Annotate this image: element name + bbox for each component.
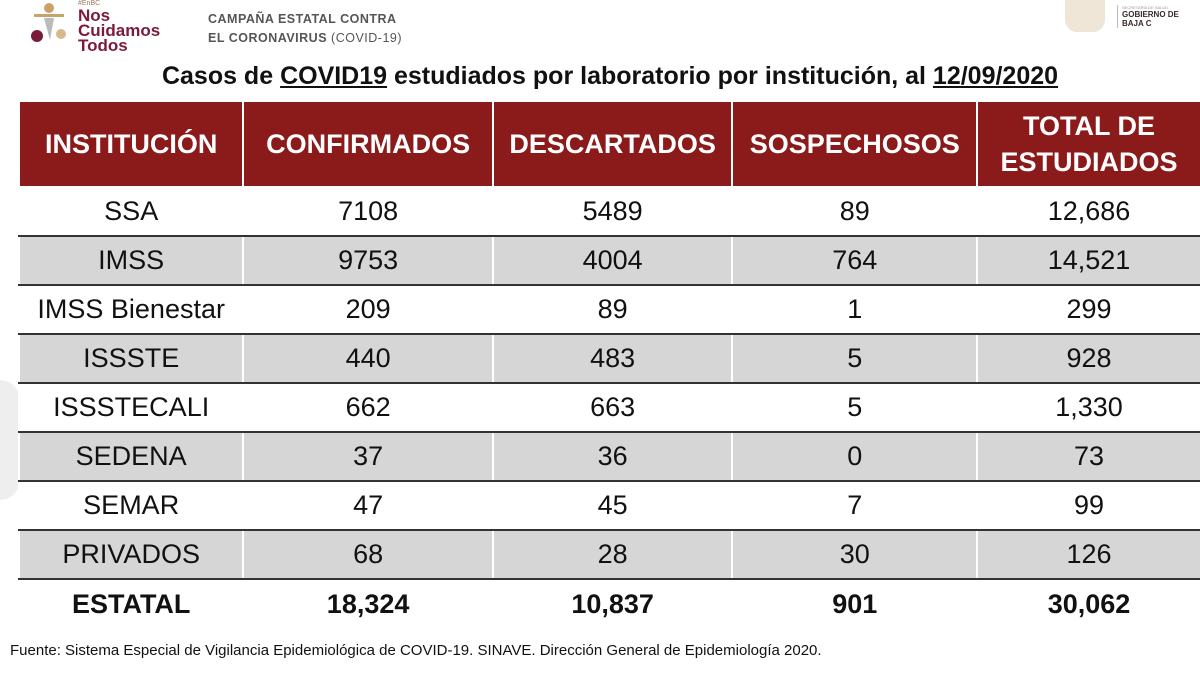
campaign-line1: CAMPAÑA ESTATAL CONTRA	[208, 12, 397, 26]
gov-name: GOBIERNO DE BAJA C	[1122, 10, 1179, 28]
table-cell: 68	[242, 529, 494, 580]
table-cell: 10,837	[491, 578, 734, 628]
table-cell: ISSSTE	[17, 333, 245, 384]
table-cell: 99	[976, 480, 1200, 531]
campaign-logo-icon	[31, 3, 66, 42]
table-cell: 209	[242, 284, 494, 335]
campaign-line2: EL CORONAVIRUS	[208, 31, 328, 45]
table-cell: 1	[731, 284, 979, 335]
table-cell: SEDENA	[17, 431, 245, 482]
title-mid: estudiados por laboratorio por instituci…	[387, 62, 933, 90]
government-logo: SECRETARÍA DE SALUD GOBIERNO DE BAJA C	[1117, 5, 1200, 28]
table-cell: 126	[976, 529, 1200, 580]
decorative-shape	[0, 380, 20, 500]
table-cell: 89	[731, 186, 979, 237]
title-covid: COVID19	[280, 62, 388, 90]
total-row: ESTATAL 18,324 10,837 901 30,062	[17, 578, 1200, 628]
table-cell: 36	[491, 431, 734, 482]
title-pre: Casos de	[161, 62, 281, 90]
table-cell: 37	[242, 431, 494, 482]
table-cell: 440	[242, 333, 494, 384]
title-date: 12/09/2020	[932, 62, 1059, 90]
table-cell: 5489	[491, 186, 734, 237]
state-seal-icon	[1065, 0, 1105, 32]
table-cell: 28	[491, 529, 734, 580]
table-row: IMSS 9753 4004 764 14,521	[17, 235, 1200, 286]
brand-hashtag: #EnBC	[78, 0, 101, 7]
table-cell: 483	[491, 333, 734, 384]
page-title: Casos de COVID19 estudiados por laborato…	[0, 62, 1200, 91]
table-cell: PRIVADOS	[17, 529, 245, 580]
table-cell: 901	[731, 578, 979, 628]
table-cell: 47	[242, 480, 494, 531]
column-header: DESCARTADOS	[491, 100, 734, 188]
table-cell: SEMAR	[17, 480, 245, 531]
column-header: SOSPECHOSOS	[731, 100, 979, 188]
campaign-text: CAMPAÑA ESTATAL CONTRA EL CORONAVIRUS (C…	[208, 10, 402, 48]
brand-logo-text: #EnBC Nos Cuidamos Todos	[78, 0, 161, 55]
table-cell: ESTATAL	[17, 578, 245, 628]
table-cell: 18,324	[242, 578, 494, 628]
table-cell: 299	[976, 284, 1200, 335]
table-cell: 73	[976, 431, 1200, 482]
table-row: ISSSTE 440 483 5 928	[17, 333, 1200, 384]
table-cell: 89	[491, 284, 734, 335]
brand-line: Nos	[78, 6, 111, 25]
table-cell: 4004	[491, 235, 734, 286]
column-header: CONFIRMADOS	[242, 100, 494, 188]
table-cell: IMSS Bienestar	[17, 284, 245, 335]
table-row: IMSS Bienestar 209 89 1 299	[17, 284, 1200, 335]
table-row: SSA 7108 5489 89 12,686	[17, 186, 1200, 237]
table-cell: 12,686	[976, 186, 1200, 237]
table-cell: 7108	[242, 186, 494, 237]
table-cell: 45	[491, 480, 734, 531]
cases-table: INSTITUCIÓN CONFIRMADOS DESCARTADOS SOSPECH…	[17, 100, 1200, 628]
source-footnote: Fuente: Sistema Especial de Vigilancia E…	[10, 642, 822, 659]
table-cell: 7	[731, 480, 979, 531]
table-cell: 764	[731, 235, 979, 286]
table-cell: 14,521	[976, 235, 1200, 286]
table-row: PRIVADOS 68 28 30 126	[17, 529, 1200, 580]
table-cell: 1,330	[976, 382, 1200, 433]
column-header: INSTITUCIÓN	[17, 100, 245, 188]
table-cell: 0	[731, 431, 979, 482]
table-cell: 30,062	[976, 578, 1200, 628]
table-row: ISSSTECALI 662 663 5 1,330	[17, 382, 1200, 433]
table-header-row: INSTITUCIÓN CONFIRMADOS DESCARTADOS SOSPECH…	[17, 100, 1200, 188]
table-cell: 9753	[242, 235, 494, 286]
table-cell: 30	[731, 529, 979, 580]
table-cell: SSA	[17, 186, 245, 237]
gov-dept: SECRETARÍA DE SALUD	[1122, 5, 1169, 10]
table-cell: 663	[491, 382, 734, 433]
brand-line: Cuidamos	[78, 21, 161, 40]
column-header: TOTAL DE ESTUDIADOS	[976, 100, 1200, 188]
table-cell: IMSS	[17, 235, 245, 286]
table-cell: 5	[731, 333, 979, 384]
table-row: SEDENA 37 36 0 73	[17, 431, 1200, 482]
table-cell: 662	[242, 382, 494, 433]
table-cell: 5	[731, 382, 979, 433]
campaign-covid: (COVID-19)	[331, 31, 403, 45]
table-row: SEMAR 47 45 7 99	[17, 480, 1200, 531]
table-cell: ISSSTECALI	[17, 382, 245, 433]
table-cell: 928	[976, 333, 1200, 384]
brand-line: Todos	[78, 36, 128, 55]
